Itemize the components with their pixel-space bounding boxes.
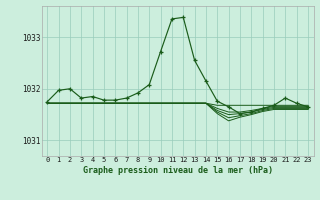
X-axis label: Graphe pression niveau de la mer (hPa): Graphe pression niveau de la mer (hPa) [83,166,273,175]
